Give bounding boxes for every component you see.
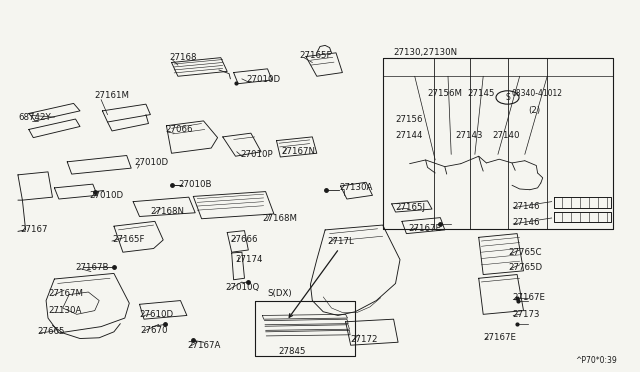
Text: 27130,27130N: 27130,27130N <box>394 48 458 57</box>
Text: 27167A: 27167A <box>187 341 220 350</box>
Text: 27146: 27146 <box>512 218 540 227</box>
Text: 27010D: 27010D <box>134 158 168 167</box>
Text: 27167B: 27167B <box>76 263 109 272</box>
Text: 27165F: 27165F <box>112 235 145 244</box>
Text: 27173: 27173 <box>512 310 540 319</box>
Text: 27174: 27174 <box>236 255 263 264</box>
Text: 27765D: 27765D <box>509 263 543 272</box>
Text: 27010D: 27010D <box>246 76 280 84</box>
Text: 27670: 27670 <box>141 326 168 335</box>
Text: 27130A: 27130A <box>48 306 81 315</box>
Text: 27161M: 27161M <box>95 92 130 100</box>
Text: 27165F: 27165F <box>300 51 332 60</box>
Text: 27167M: 27167M <box>48 289 83 298</box>
Text: 27845: 27845 <box>278 347 306 356</box>
Text: 27167E: 27167E <box>512 293 545 302</box>
Text: 08340-41012: 08340-41012 <box>512 89 563 98</box>
Text: (2): (2) <box>528 106 540 115</box>
Text: 68742Y: 68742Y <box>18 113 51 122</box>
Text: 27167E: 27167E <box>483 333 516 342</box>
Text: 27666: 27666 <box>230 235 258 244</box>
Text: 27167E: 27167E <box>408 224 442 233</box>
Text: 27010D: 27010D <box>90 191 124 200</box>
Text: 27066: 27066 <box>165 125 193 134</box>
Text: 27765C: 27765C <box>509 248 542 257</box>
Text: 27156M: 27156M <box>428 89 463 98</box>
Text: 27143: 27143 <box>456 131 483 140</box>
Text: 27010P: 27010P <box>240 150 273 159</box>
Text: 27146: 27146 <box>512 202 540 211</box>
Text: 27610D: 27610D <box>140 310 173 319</box>
Text: 2717L: 2717L <box>328 237 355 246</box>
Text: 27156: 27156 <box>396 115 423 124</box>
Text: 27168M: 27168M <box>262 214 298 223</box>
Text: 27010Q: 27010Q <box>225 283 260 292</box>
Text: 27172: 27172 <box>351 335 378 344</box>
Text: 27167N: 27167N <box>282 147 316 156</box>
Text: 27010B: 27010B <box>178 180 211 189</box>
Text: 27168N: 27168N <box>150 207 184 216</box>
Text: 27168: 27168 <box>170 53 197 62</box>
Text: 27665: 27665 <box>37 327 65 336</box>
Text: ^P70*0:39: ^P70*0:39 <box>575 356 616 365</box>
Text: 27167: 27167 <box>20 225 48 234</box>
Text: S(DX): S(DX) <box>268 289 292 298</box>
Text: 27130A: 27130A <box>339 183 372 192</box>
Text: 27145: 27145 <box>467 89 495 98</box>
Text: S: S <box>505 93 510 102</box>
Text: 27140: 27140 <box>493 131 520 140</box>
Text: 27165J: 27165J <box>396 203 426 212</box>
Text: 27144: 27144 <box>396 131 423 140</box>
